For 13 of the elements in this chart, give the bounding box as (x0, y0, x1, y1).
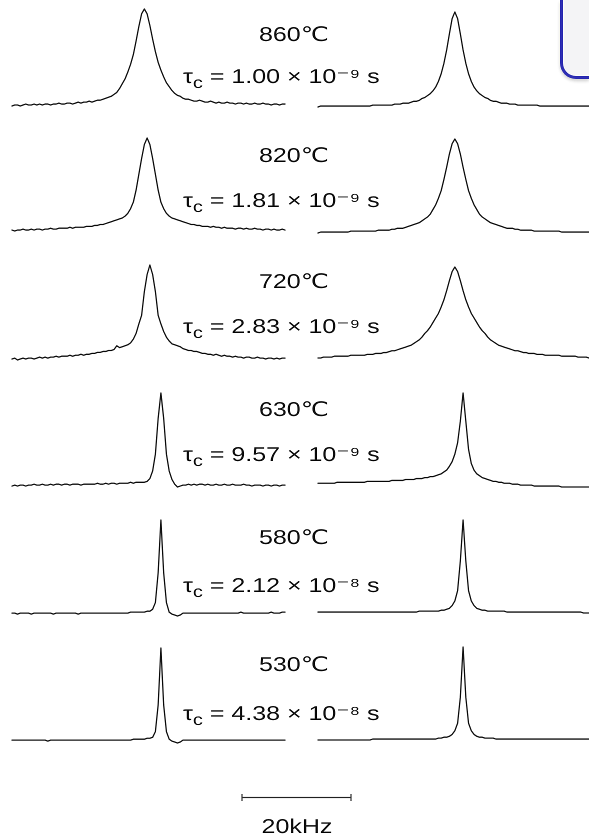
text: τ$_{c}$ = 4.38 × 10⁻⁸ s (183, 703, 380, 729)
text: 630℃ (259, 399, 329, 421)
text: 860℃ (259, 24, 329, 46)
text: τ$_{c}$ = 2.83 × 10⁻⁹ s (183, 316, 380, 342)
text: 580℃ (259, 527, 329, 549)
text: τ$_{c}$ = 1.81 × 10⁻⁹ s (183, 190, 380, 216)
text: τ$_{c}$ = 1.00 × 10⁻⁹ s (183, 66, 380, 92)
text: 720℃ (259, 271, 329, 293)
text: τ$_{c}$ = 2.12 × 10⁻⁸ s (183, 575, 380, 601)
text: τ$_{c}$ = 9.57 × 10⁻⁹ s (183, 444, 380, 470)
text: 20kHz (262, 816, 332, 838)
text: 530℃ (259, 654, 329, 676)
text: 820℃ (259, 145, 329, 167)
